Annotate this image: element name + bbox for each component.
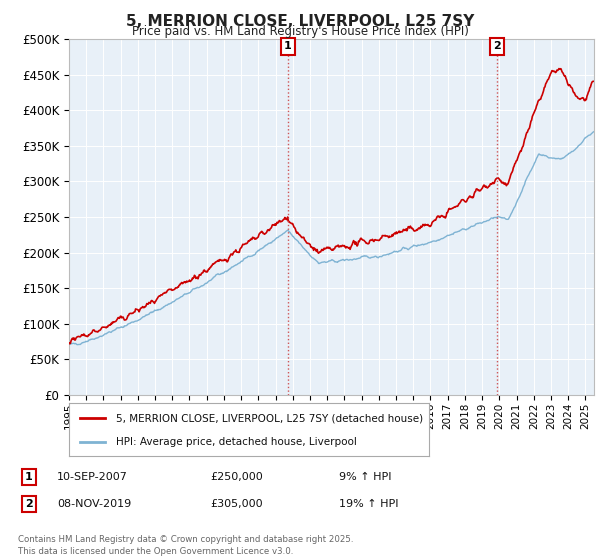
Text: 9% ↑ HPI: 9% ↑ HPI xyxy=(339,472,391,482)
Text: 1: 1 xyxy=(25,472,32,482)
Text: Price paid vs. HM Land Registry's House Price Index (HPI): Price paid vs. HM Land Registry's House … xyxy=(131,25,469,38)
Text: HPI: Average price, detached house, Liverpool: HPI: Average price, detached house, Live… xyxy=(116,436,356,446)
Text: 5, MERRION CLOSE, LIVERPOOL, L25 7SY: 5, MERRION CLOSE, LIVERPOOL, L25 7SY xyxy=(126,14,474,29)
Text: 19% ↑ HPI: 19% ↑ HPI xyxy=(339,499,398,509)
Text: 2: 2 xyxy=(25,499,32,509)
Text: 5, MERRION CLOSE, LIVERPOOL, L25 7SY (detached house): 5, MERRION CLOSE, LIVERPOOL, L25 7SY (de… xyxy=(116,413,423,423)
Text: 10-SEP-2007: 10-SEP-2007 xyxy=(57,472,128,482)
Text: 2: 2 xyxy=(493,41,501,52)
Text: £250,000: £250,000 xyxy=(210,472,263,482)
Text: Contains HM Land Registry data © Crown copyright and database right 2025.
This d: Contains HM Land Registry data © Crown c… xyxy=(18,535,353,556)
Text: £305,000: £305,000 xyxy=(210,499,263,509)
Text: 1: 1 xyxy=(284,41,292,52)
Text: 08-NOV-2019: 08-NOV-2019 xyxy=(57,499,131,509)
